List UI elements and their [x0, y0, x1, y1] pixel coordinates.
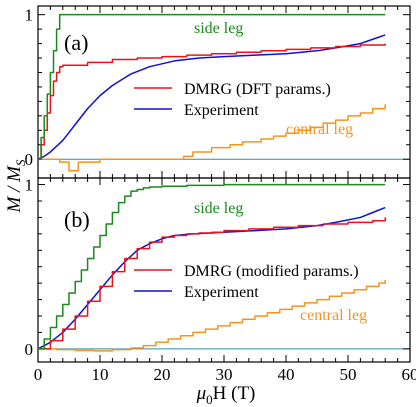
x-tick-label: 10	[92, 365, 109, 384]
panel-b-label: (b)	[64, 207, 90, 232]
y-axis-label-sub: S	[13, 159, 28, 166]
svg-text:M / MS: M / MS	[4, 159, 28, 213]
x-tick-label: 50	[340, 365, 357, 384]
panel-b: 0 10 20 30 40 50 60 0 1 DMRG (modified params.) Ex…	[25, 176, 416, 384]
legend-entry: Experiment	[184, 102, 259, 119]
series-line-central-leg	[38, 279, 386, 352]
y-tick-label: 1	[25, 6, 34, 25]
x-tick-label: 30	[216, 365, 233, 384]
annotation-side-leg: side leg	[194, 20, 243, 37]
y-tick-label: 0	[25, 340, 34, 359]
series-line-dmrg-modified-params	[38, 217, 386, 350]
annotation-central-leg: central leg	[286, 121, 353, 138]
y-tick-label: 0	[25, 150, 34, 169]
x-tick-label: 60	[402, 365, 416, 384]
panel-a-label: (a)	[64, 30, 88, 55]
y-axis-label-main: M / M	[4, 165, 25, 214]
panel-a: 0 1 DMRG (DFT params.) Experiment side leg ce…	[25, 6, 411, 178]
series-line-dmrg-dft-params	[38, 43, 386, 160]
series-line-central-leg	[38, 104, 386, 172]
y-tick-label: 1	[25, 176, 34, 195]
x-tick-label: 0	[34, 365, 43, 384]
series-line-side-leg	[38, 13, 386, 160]
legend-entry: Experiment	[184, 284, 259, 301]
x-tick-label: 20	[154, 365, 171, 384]
annotation-central-leg: central leg	[300, 307, 367, 324]
x-axis-label-sub: 0	[206, 392, 213, 407]
x-tick-label: 40	[278, 365, 295, 384]
x-axis-label-rest: H (T)	[213, 383, 256, 404]
x-axis-label-main: μ	[196, 383, 207, 404]
y-axis-label: M / MS	[4, 159, 28, 213]
series-line-side-leg	[38, 183, 386, 350]
legend-entry: DMRG (DFT params.)	[184, 81, 331, 98]
x-axis-label: μ0H (T)	[196, 383, 256, 407]
legend-entry: DMRG (modified params.)	[184, 263, 359, 280]
annotation-side-leg: side leg	[194, 200, 243, 217]
